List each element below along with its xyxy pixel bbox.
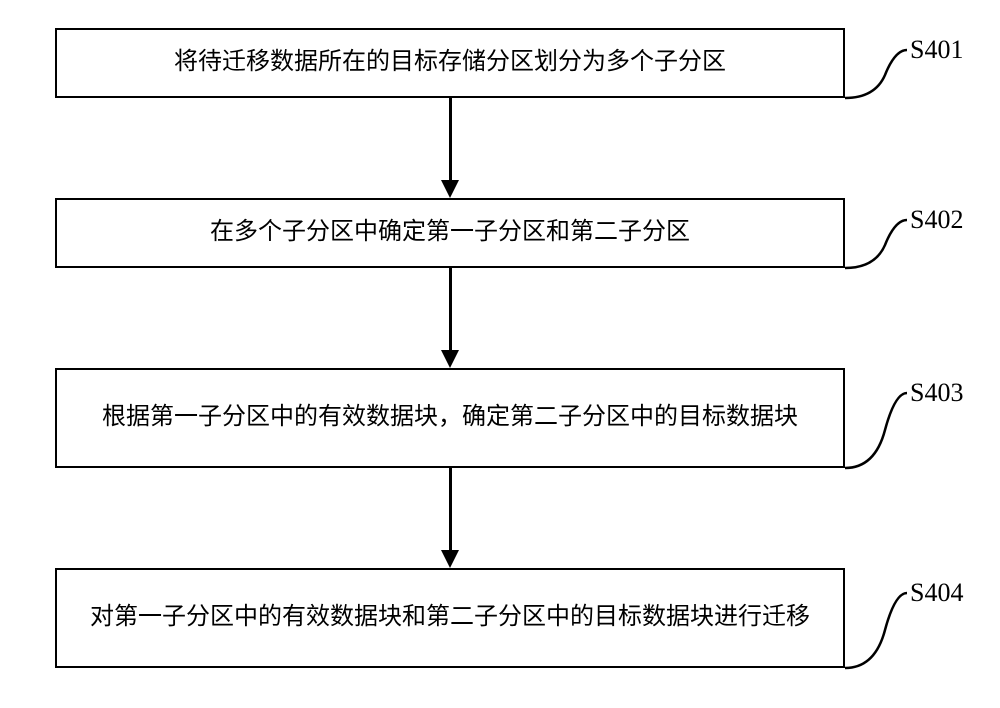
step-label-s401: S401	[910, 35, 963, 65]
step-box-s404: 对第一子分区中的有效数据块和第二子分区中的目标数据块进行迁移	[55, 568, 845, 668]
arrow-s402-s403	[449, 268, 452, 350]
step-label-s404: S404	[910, 578, 963, 608]
step-label-s402: S402	[910, 205, 963, 235]
step-text: 根据第一子分区中的有效数据块，确定第二子分区中的目标数据块	[102, 401, 798, 435]
step-text: 对第一子分区中的有效数据块和第二子分区中的目标数据块进行迁移	[90, 601, 810, 635]
arrow-s401-s402	[449, 98, 452, 180]
connector-s404	[845, 575, 915, 675]
connector-s402	[845, 205, 915, 275]
arrow-head-icon	[441, 180, 459, 198]
step-text: 在多个子分区中确定第一子分区和第二子分区	[210, 216, 690, 250]
step-text: 将待迁移数据所在的目标存储分区划分为多个子分区	[174, 46, 726, 80]
connector-s401	[845, 35, 915, 105]
arrow-s403-s404	[449, 468, 452, 550]
step-box-s402: 在多个子分区中确定第一子分区和第二子分区	[55, 198, 845, 268]
step-label-s403: S403	[910, 378, 963, 408]
step-box-s403: 根据第一子分区中的有效数据块，确定第二子分区中的目标数据块	[55, 368, 845, 468]
connector-s403	[845, 375, 915, 475]
arrow-head-icon	[441, 550, 459, 568]
arrow-head-icon	[441, 350, 459, 368]
flowchart-canvas: 将待迁移数据所在的目标存储分区划分为多个子分区 S401 在多个子分区中确定第一…	[0, 0, 1000, 708]
step-box-s401: 将待迁移数据所在的目标存储分区划分为多个子分区	[55, 28, 845, 98]
